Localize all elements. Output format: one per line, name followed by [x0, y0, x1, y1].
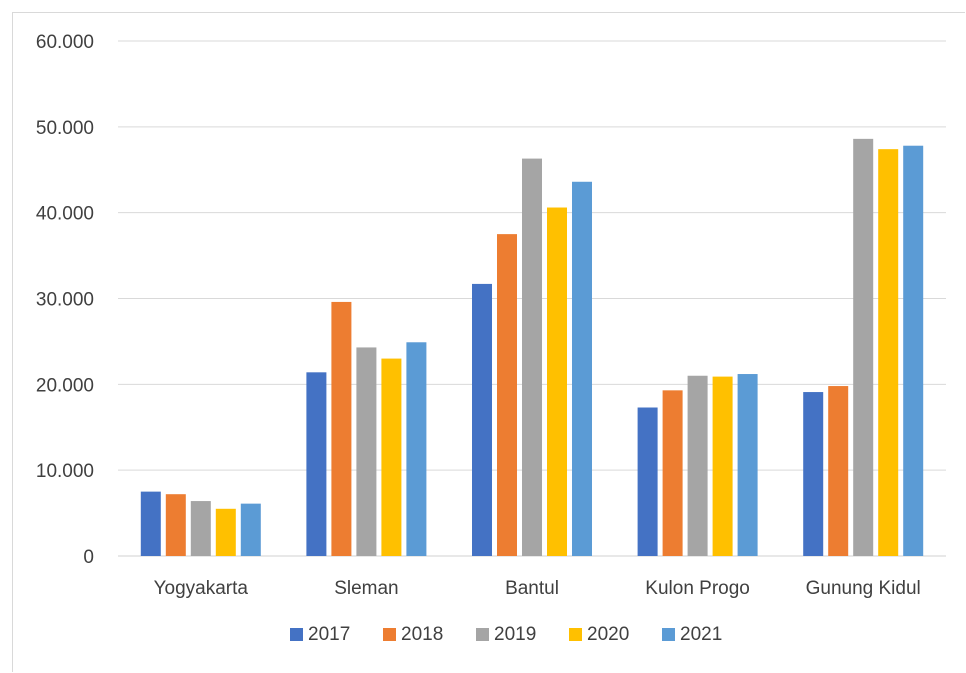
x-tick-label: Bantul: [505, 578, 559, 599]
y-tick-label: 40.000: [36, 204, 94, 225]
bar-2021-yogyakarta: [240, 503, 261, 556]
bar-2018-kulon-progo: [662, 390, 683, 556]
legend-item-2020: 2020: [569, 624, 629, 645]
x-tick-label: Gunung Kidul: [806, 578, 921, 599]
legend-item-2021: 2021: [662, 624, 722, 645]
y-tick-label: 50.000: [36, 118, 94, 139]
bar-2017-yogyakarta: [140, 491, 161, 556]
y-tick-label: 0: [83, 547, 94, 568]
x-tick-label: Yogyakarta: [154, 578, 249, 599]
bar-2019-bantul: [522, 158, 542, 556]
bars: [140, 138, 924, 556]
bar-2019-yogyakarta: [190, 501, 211, 556]
bar-2020-yogyakarta: [215, 508, 236, 556]
legend-label: 2019: [494, 624, 536, 645]
legend-swatch: [662, 628, 675, 641]
legend-item-2019: 2019: [476, 624, 536, 645]
y-tick-label: 60.000: [36, 32, 94, 53]
legend-label: 2018: [401, 624, 443, 645]
x-tick-label: Kulon Progo: [645, 578, 750, 599]
bar-2017-gunung-kidul: [803, 392, 824, 556]
y-tick-label: 10.000: [36, 461, 94, 482]
x-axis-labels: Yogyakarta Sleman Bantul Kulon Progo Gunung …: [154, 578, 921, 599]
bar-2020-sleman: [381, 358, 402, 556]
legend-swatch: [290, 628, 303, 641]
legend-label: 2021: [680, 624, 722, 645]
legend-item-2018: 2018: [383, 624, 443, 645]
legend-label: 2020: [587, 624, 629, 645]
y-tick-label: 20.000: [36, 375, 94, 396]
bar-2021-kulon-progo: [737, 374, 758, 556]
bar-2019-sleman: [356, 347, 377, 556]
bar-2017-sleman: [306, 372, 327, 556]
bar-2020-kulon-progo: [712, 376, 733, 556]
y-axis-labels: 0 10.000 20.000 30.000 40.000 50.000 60.000: [36, 32, 94, 568]
bar-2020-gunung-kidul: [878, 149, 899, 556]
bar-2021-sleman: [406, 342, 427, 556]
bar-2020-bantul: [547, 207, 567, 556]
legend-swatch: [476, 628, 489, 641]
bar-2018-yogyakarta: [165, 494, 186, 556]
bar-2019-kulon-progo: [687, 375, 708, 556]
legend: 2017 2018 2019 2020 2021: [290, 624, 722, 645]
legend-swatch: [569, 628, 582, 641]
bar-2018-gunung-kidul: [828, 386, 849, 556]
legend-item-2017: 2017: [290, 624, 350, 645]
bar-2021-bantul: [572, 181, 592, 556]
x-tick-label: Sleman: [334, 578, 398, 599]
legend-swatch: [383, 628, 396, 641]
y-tick-label: 30.000: [36, 290, 94, 311]
bar-2021-gunung-kidul: [903, 145, 924, 556]
bar-2017-bantul: [472, 283, 492, 556]
bar-2019-gunung-kidul: [853, 138, 874, 556]
bar-2017-kulon-progo: [637, 407, 658, 556]
bar-2018-bantul: [497, 234, 517, 556]
legend-label: 2017: [308, 624, 350, 645]
bar-2018-sleman: [331, 301, 352, 556]
